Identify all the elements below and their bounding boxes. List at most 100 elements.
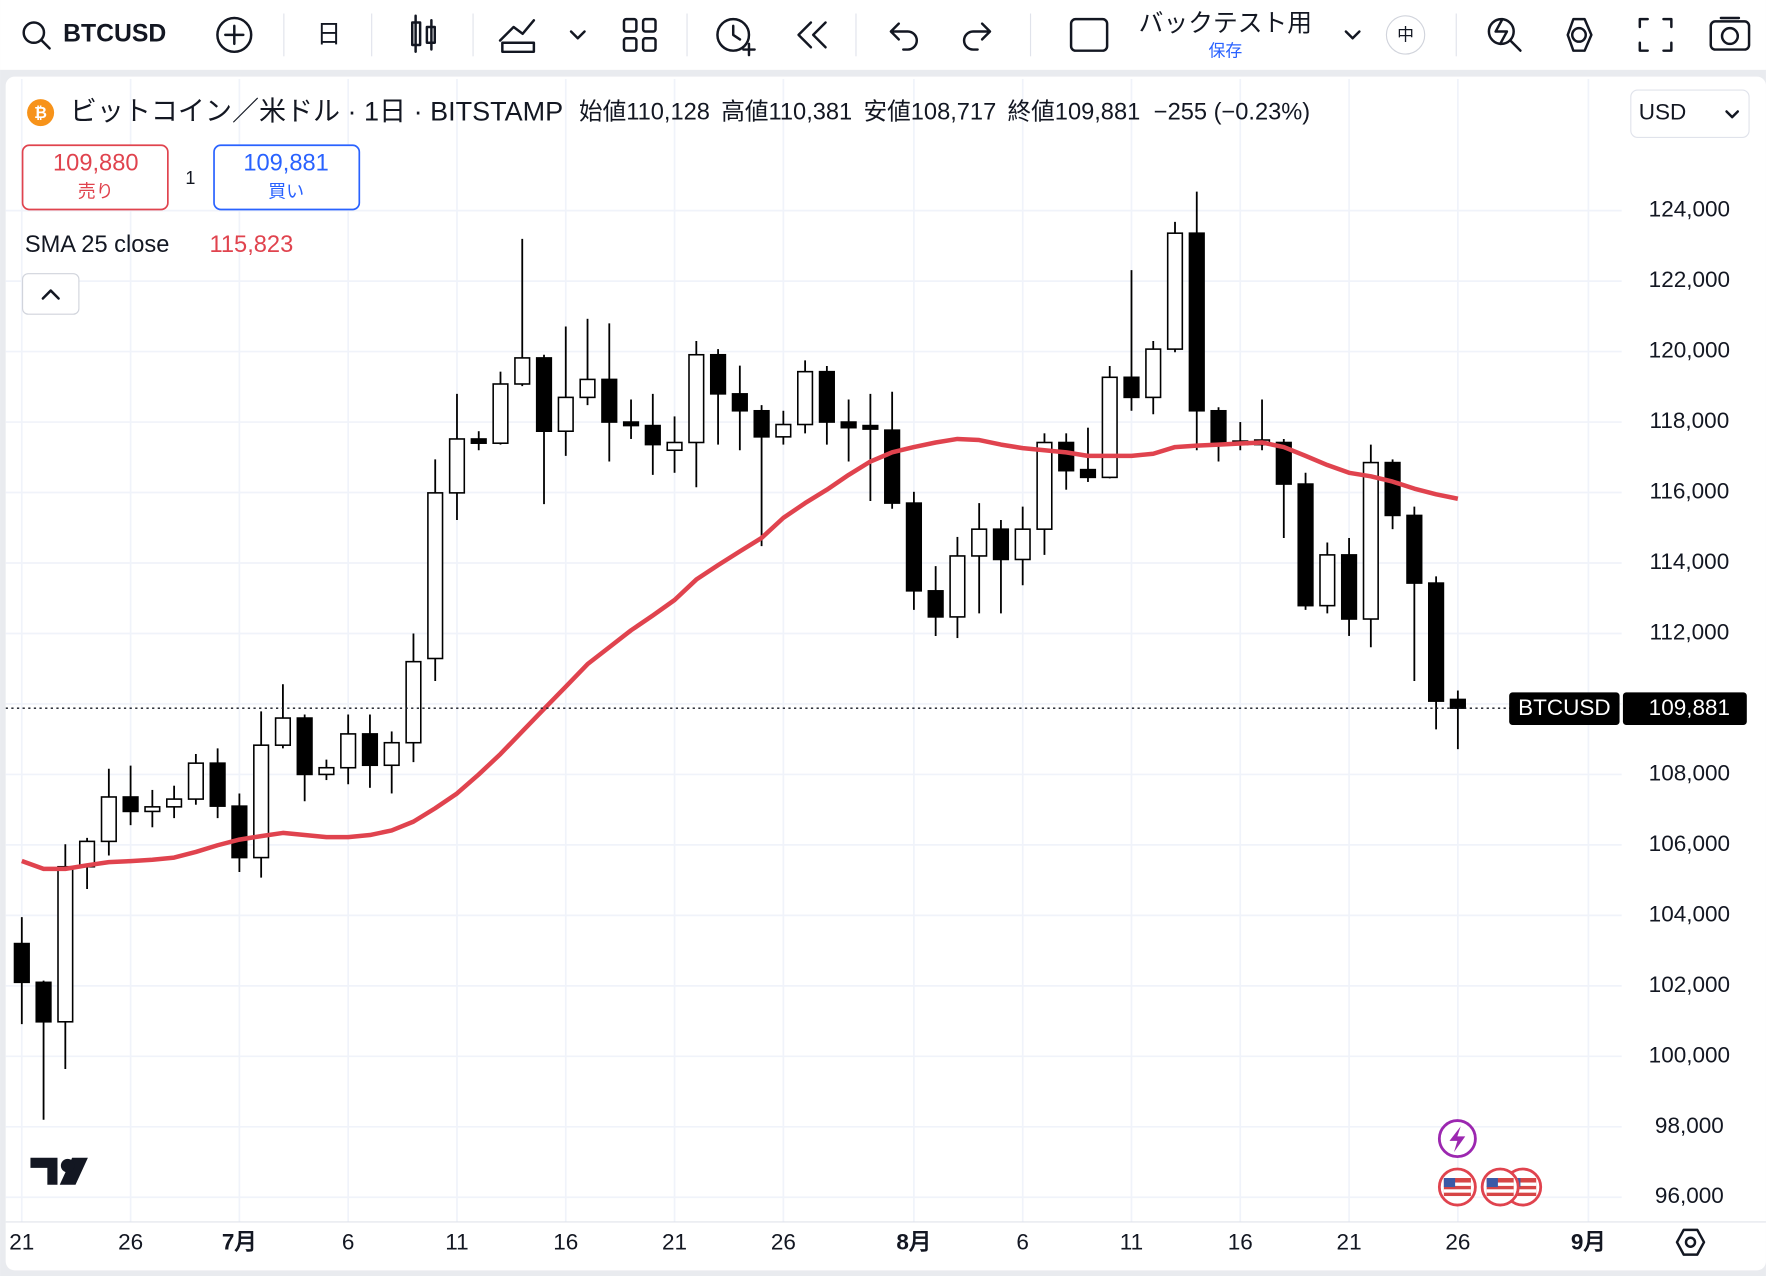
price-label: 109,881 (1649, 695, 1730, 720)
candle-body (318, 766, 335, 776)
change: −255 (−0.23%) (1154, 100, 1310, 126)
redo[interactable] (962, 22, 992, 51)
add-symbol[interactable] (216, 16, 253, 54)
lightning (1449, 1126, 1466, 1153)
candle-body (601, 378, 618, 423)
sma-name: SMA 25 close (25, 232, 170, 258)
close-value: 109,881 (1055, 100, 1140, 126)
interval[interactable]: 日 (317, 22, 342, 49)
candle-body (1384, 461, 1401, 517)
candle-body (927, 590, 944, 618)
economic-events[interactable] (1437, 1167, 1543, 1207)
candle-body (1406, 514, 1423, 584)
candle-body (296, 717, 313, 776)
replay[interactable] (797, 21, 827, 49)
candle-body (1058, 441, 1075, 472)
candle-body (1275, 441, 1292, 485)
candle-body (557, 396, 574, 432)
axis-settings[interactable] (1675, 1228, 1706, 1256)
plot-area (5, 78, 1622, 1222)
y-tick-label: 96,000 (1655, 1183, 1724, 1208)
x-tick-label: 21 (662, 1229, 687, 1254)
currency-select[interactable] (1630, 89, 1750, 138)
candle-body (992, 528, 1010, 561)
logo-dot (60, 1158, 75, 1173)
candle-body (818, 370, 835, 423)
candle-body (57, 865, 74, 1023)
dropdown[interactable] (1344, 30, 1361, 40)
y-tick-label: 108,000 (1649, 760, 1730, 785)
candle-body (949, 555, 966, 618)
candle-body (383, 741, 400, 767)
sell-label: 売り (78, 181, 114, 201)
legend-title: ビットコイン／米ドル · 1日 · BITSTAMP (70, 97, 563, 127)
chart-panel (5, 76, 1766, 1271)
buy-label: 買い (268, 181, 304, 201)
candle-body (274, 717, 292, 746)
candle-body (775, 423, 792, 438)
screenshot[interactable] (1709, 16, 1751, 51)
dropdown (1725, 110, 1740, 119)
candle-body (535, 357, 553, 432)
y-tick-label: 102,000 (1649, 972, 1730, 997)
candle-body (840, 421, 857, 429)
buy-price: 109,881 (243, 151, 328, 177)
candle-body (35, 981, 52, 1023)
sell-price: 109,880 (53, 151, 138, 177)
fullscreen[interactable] (1638, 17, 1673, 52)
candle-body (166, 798, 183, 808)
badge-ring (1385, 15, 1426, 55)
candle-body (1014, 528, 1031, 561)
candle-body (1319, 554, 1336, 607)
sma-value: 115,823 (210, 232, 294, 258)
layout-icon[interactable] (1069, 17, 1109, 52)
candle-body (709, 353, 727, 395)
candle-body (1036, 441, 1053, 530)
x-tick-label: 21 (1337, 1229, 1362, 1254)
collapse-button[interactable] (22, 273, 80, 315)
quantity: 1 (185, 168, 195, 188)
open-label: 始値 (579, 99, 626, 126)
badge[interactable]: 中 (1397, 26, 1414, 45)
indicators[interactable] (498, 19, 536, 54)
dropdown[interactable] (569, 30, 586, 40)
candle-body (731, 393, 748, 412)
sell-button[interactable] (21, 144, 169, 211)
coin-icon (27, 99, 55, 127)
settings[interactable] (1566, 17, 1593, 52)
layout-name[interactable]: バックテスト用 (1139, 10, 1312, 37)
y-tick-label: 104,000 (1649, 901, 1730, 926)
y-tick-label: 112,000 (1650, 619, 1730, 644)
toolbar (0, 0, 1766, 70)
y-tick-label: 106,000 (1649, 831, 1730, 856)
quick-search[interactable] (1487, 17, 1522, 52)
candle-body (361, 733, 379, 767)
candle-body (753, 409, 770, 438)
candle-body (1362, 461, 1379, 620)
candle-body (514, 357, 531, 385)
candle-body (862, 424, 879, 430)
candle-body (1449, 698, 1466, 709)
candle-body (448, 438, 466, 494)
coin-glyph: ₿ (34, 104, 47, 122)
candle-body (1340, 554, 1358, 620)
candle-body (1188, 232, 1205, 412)
candle-body (427, 492, 444, 660)
candle-body (797, 370, 814, 426)
search-icon[interactable] (22, 21, 51, 50)
candle-body (971, 528, 988, 557)
candle-body (13, 942, 30, 984)
high-label: 高値 (721, 99, 768, 126)
layouts[interactable] (622, 17, 657, 52)
y-tick-label: 124,000 (1649, 197, 1730, 222)
candle-body (1210, 409, 1227, 444)
low-label: 安値 (863, 99, 910, 126)
buy-button[interactable] (213, 144, 361, 211)
candle-body (1101, 376, 1118, 479)
chart-type[interactable] (411, 14, 437, 54)
alert[interactable] (716, 17, 756, 57)
symbol[interactable]: BTCUSD (63, 20, 166, 47)
undo[interactable] (889, 22, 919, 51)
high-value: 110,381 (769, 100, 853, 126)
overlay: ₿ ビットコイン／米ドル · 1日 · BITSTAMP 始値110,128 高値1… (5, 89, 1766, 1256)
